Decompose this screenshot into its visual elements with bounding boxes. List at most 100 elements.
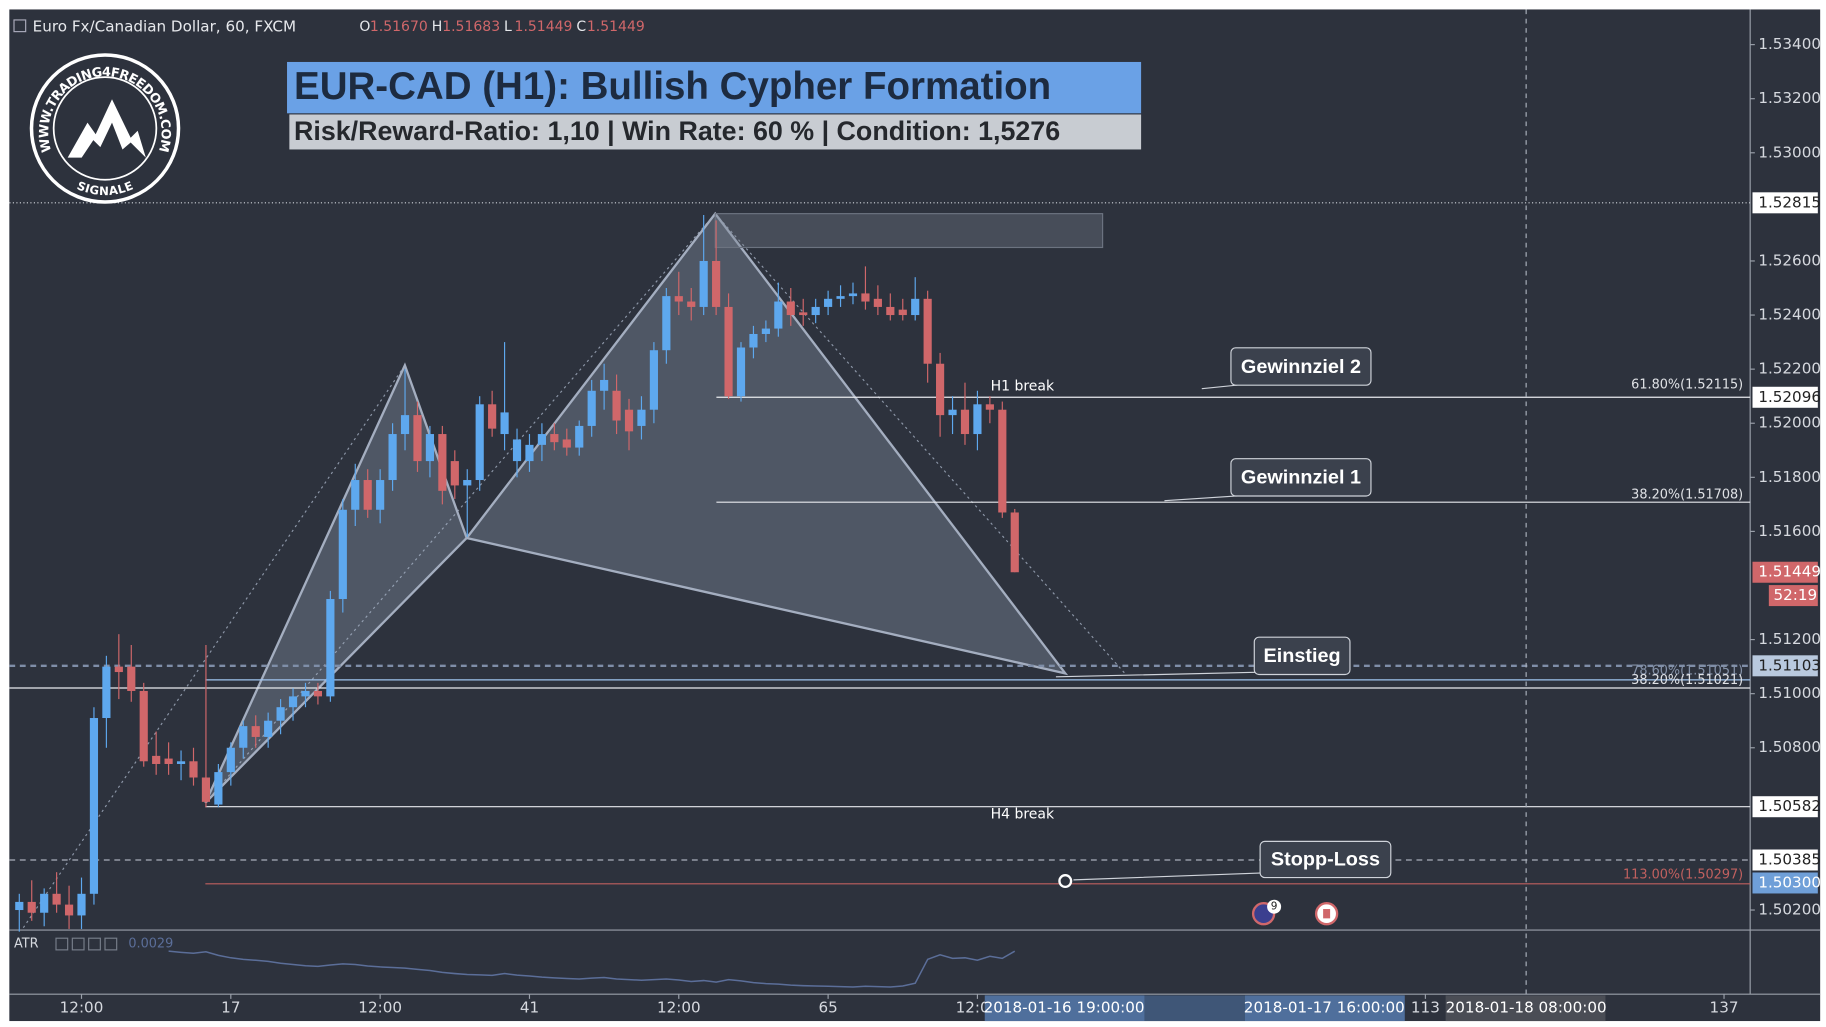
callout-text: Gewinnziel 2 — [1241, 356, 1361, 378]
pane-button[interactable] — [104, 937, 118, 951]
ohlc-name: H — [432, 19, 443, 35]
y-tick-label: 1.52000 — [1758, 414, 1821, 432]
y-tick-label: 1.52200 — [1758, 360, 1821, 378]
event-badge — [1267, 899, 1282, 914]
pane-button[interactable] — [88, 937, 101, 951]
price-marker — [1752, 849, 1818, 871]
candle-body — [749, 333, 758, 348]
y-tick-label: 1.53400 — [1758, 35, 1821, 53]
candle-body — [288, 696, 298, 708]
candle-body — [475, 404, 484, 481]
date-range-start — [984, 995, 1145, 1022]
candle-body — [500, 412, 509, 435]
logo-subtext-path: SIGNALE — [75, 178, 135, 198]
date-label: 2018-01-17 16:00:00 — [1244, 999, 1405, 1017]
candle-body — [139, 690, 148, 762]
price-marker — [1752, 655, 1818, 677]
candle-body — [425, 434, 435, 462]
chart-title: EUR-CAD (H1): Bullish Cypher Formation — [294, 65, 1051, 108]
candle-body — [948, 409, 957, 416]
fib-label: 38.20%(1.51021) — [1631, 673, 1743, 688]
candle-body — [363, 480, 372, 510]
candle-body — [313, 690, 323, 697]
collapse-button[interactable] — [13, 19, 27, 33]
candle-body — [512, 439, 522, 462]
callout: Stopp-Loss — [1058, 840, 1392, 889]
y-tick-label: 1.51600 — [1758, 522, 1821, 540]
event-badge-count: 9 — [1271, 901, 1278, 913]
x-tick-label: 113 — [1411, 999, 1440, 1017]
ohlc-name: O — [359, 19, 370, 35]
candle-body — [873, 298, 882, 307]
countdown-box — [1768, 585, 1818, 607]
event-flag — [1323, 909, 1331, 919]
candle-body — [699, 260, 708, 307]
price-marker-label: 1.52096 — [1758, 388, 1821, 406]
candle-body — [886, 306, 895, 316]
crosshair-date-box — [1445, 995, 1606, 1022]
x-tick-label: 137 — [1710, 999, 1739, 1017]
candle-body — [575, 425, 584, 448]
fib-label: 38.20%(1.51708) — [1631, 487, 1743, 502]
candle-body — [562, 439, 571, 448]
candle-body — [176, 761, 186, 764]
price-marker — [1752, 872, 1818, 894]
candle-body — [624, 409, 634, 432]
x-tick-label: 65 — [818, 999, 837, 1017]
price-marker-label: 1.50385 — [1758, 850, 1821, 868]
pane-button[interactable] — [71, 937, 85, 951]
candle-body — [537, 434, 546, 445]
candle-body — [239, 726, 248, 748]
candles-layer — [15, 214, 1019, 932]
candle-body — [960, 409, 970, 435]
candle-body — [848, 293, 858, 297]
logo-mountains — [67, 99, 146, 158]
candle-body — [152, 755, 161, 764]
x-tick-label: 17 — [221, 999, 240, 1017]
callout: Gewinnziel 2 — [1201, 347, 1372, 390]
x-tick-label: 12:00 — [358, 999, 402, 1017]
price-marker-label: 1.51103 — [1758, 656, 1821, 674]
logo: WWW.TRADING4FREEDOM.COM SIGNALE — [29, 53, 181, 204]
candle-body — [799, 312, 808, 316]
candle-body — [102, 666, 111, 719]
candle-body — [774, 301, 783, 329]
candle-body — [911, 298, 920, 316]
candle-body — [276, 707, 285, 721]
candle-body — [338, 509, 347, 600]
candle-body — [998, 409, 1007, 513]
candle-body — [985, 404, 994, 410]
candle-body — [824, 298, 833, 307]
x-tick-label: 12:00 — [60, 999, 104, 1017]
candle-body — [15, 901, 24, 911]
candle-body — [201, 777, 211, 802]
date-range-end — [1244, 995, 1405, 1022]
pane-button[interactable] — [55, 937, 69, 951]
break-label: H4 break — [991, 807, 1055, 823]
countdown: 52:19 — [1773, 586, 1817, 604]
candle-body — [463, 480, 472, 486]
y-tick-label: 1.51200 — [1758, 630, 1821, 648]
price-marker-label: 1.50300 — [1758, 873, 1821, 891]
candle-body — [226, 747, 235, 773]
candle-body — [450, 461, 459, 486]
chart-subtitle: Risk/Reward-Ratio: 1,10 | Win Rate: 60 %… — [294, 116, 1060, 146]
pattern-guide — [714, 213, 1127, 675]
candle-body — [736, 347, 746, 397]
candle-body — [27, 901, 36, 913]
grid-layer: 1.53400 1.53200 1.53000 1.52600 1.52400 1.522… — [60, 35, 1821, 1017]
callout-text: Stopp-Loss — [1271, 848, 1380, 870]
levels-layer — [9, 202, 1751, 885]
date-label: 2018-01-16 19:00:00 — [984, 999, 1145, 1017]
ohlc-header: O 1.51670 H 1.51683 L 1.51449 C 1.51449 — [359, 19, 644, 35]
candle-body — [376, 480, 385, 510]
candle-body — [114, 666, 123, 673]
candle-body — [936, 363, 945, 416]
candle-body — [786, 301, 795, 316]
candle-body — [712, 260, 721, 307]
atr-value: 0.0029 — [128, 937, 173, 952]
candle-body — [550, 434, 559, 443]
candle-body — [400, 415, 410, 435]
callout: Gewinnziel 1 — [1164, 458, 1372, 502]
